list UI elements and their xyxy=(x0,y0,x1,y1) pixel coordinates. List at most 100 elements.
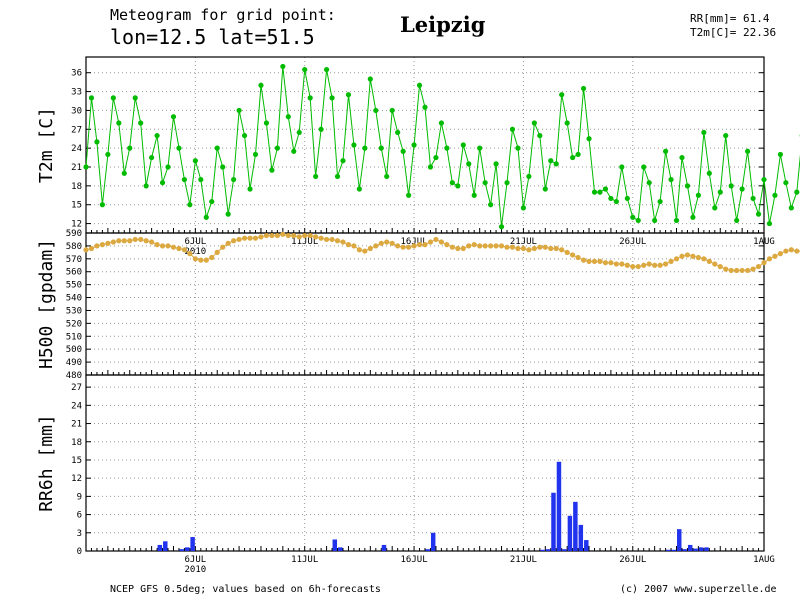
data-point xyxy=(416,82,423,88)
data-point xyxy=(356,247,362,253)
data-point xyxy=(788,205,794,211)
y-axis-label: T2m [C] xyxy=(36,107,57,183)
data-point xyxy=(318,235,324,241)
data-point xyxy=(132,236,138,243)
data-point xyxy=(395,243,401,249)
y-tick-label: 15 xyxy=(71,456,82,466)
y-tick-label: 590 xyxy=(66,229,82,239)
data-point xyxy=(744,148,751,154)
data-point xyxy=(695,254,701,261)
data-point xyxy=(269,232,275,239)
x-tick-label: 16JUL xyxy=(401,555,428,565)
y-tick-label: 36 xyxy=(71,69,82,79)
data-point xyxy=(198,257,204,263)
data-point xyxy=(570,154,576,161)
data-point xyxy=(143,183,149,189)
data-point xyxy=(192,158,198,164)
rr-summary: RR[mm]= 61.4 xyxy=(690,12,770,25)
data-point xyxy=(313,234,319,240)
data-point xyxy=(269,167,275,173)
series-line xyxy=(85,66,800,227)
data-point xyxy=(482,180,488,186)
data-point xyxy=(258,234,264,240)
data-point xyxy=(176,245,182,252)
data-point xyxy=(444,145,450,151)
data-point xyxy=(564,249,570,255)
data-point xyxy=(241,132,248,139)
data-point xyxy=(657,262,663,268)
data-point xyxy=(236,107,242,114)
data-point xyxy=(652,217,658,224)
data-point xyxy=(362,248,368,254)
data-point xyxy=(340,239,346,245)
data-point xyxy=(105,151,111,158)
data-point xyxy=(750,266,756,272)
data-point xyxy=(405,192,412,198)
footer-copyright: (c) 2007 www.superzelle.de xyxy=(620,584,777,595)
data-point xyxy=(252,235,259,241)
data-point xyxy=(351,142,357,148)
data-point xyxy=(586,258,592,264)
data-point xyxy=(591,189,598,195)
precip-bar xyxy=(381,544,387,551)
data-point xyxy=(559,92,565,98)
data-point xyxy=(307,95,313,101)
y-tick-label: 6 xyxy=(77,511,82,521)
data-point xyxy=(772,192,778,198)
data-point xyxy=(559,247,565,253)
data-point xyxy=(296,129,302,136)
data-point xyxy=(520,205,527,211)
x-tick-label: 21JUL xyxy=(510,555,537,565)
data-point xyxy=(712,205,718,211)
precip-bar xyxy=(184,547,190,551)
data-point xyxy=(187,202,193,208)
data-point xyxy=(553,245,559,252)
t2m-summary: T2m[C]= 22.36 xyxy=(690,26,777,39)
data-point xyxy=(471,192,477,198)
data-point xyxy=(657,198,663,205)
data-point xyxy=(170,244,177,250)
data-point xyxy=(263,120,270,126)
precip-bar xyxy=(666,549,671,551)
data-point xyxy=(635,263,641,270)
data-point xyxy=(498,224,505,230)
data-point xyxy=(619,164,625,170)
data-point xyxy=(94,243,100,249)
data-point xyxy=(340,158,346,164)
data-point xyxy=(88,95,95,101)
precip-bar xyxy=(578,524,584,551)
data-point xyxy=(258,82,264,88)
data-point xyxy=(526,247,532,253)
y-tick-label: 510 xyxy=(66,332,82,342)
precip-bar xyxy=(671,549,677,551)
data-point xyxy=(236,236,242,243)
data-point xyxy=(641,164,647,170)
data-point xyxy=(384,239,390,245)
data-point xyxy=(723,266,729,272)
precip-bar xyxy=(551,492,556,551)
data-point xyxy=(99,242,106,248)
data-point xyxy=(165,164,171,170)
data-point xyxy=(766,220,773,227)
data-point xyxy=(564,120,570,126)
data-point xyxy=(318,126,324,132)
data-point xyxy=(575,254,581,261)
precip-bar xyxy=(157,544,163,551)
data-point xyxy=(427,164,434,170)
data-point xyxy=(488,243,494,249)
data-point xyxy=(159,180,166,186)
data-point xyxy=(624,195,630,202)
data-point xyxy=(690,214,696,220)
data-point xyxy=(739,267,745,274)
data-point xyxy=(411,142,417,148)
data-point xyxy=(351,243,357,249)
data-point xyxy=(586,136,592,142)
data-point xyxy=(247,186,253,192)
data-point xyxy=(466,161,472,167)
data-point xyxy=(389,240,395,246)
precip-bar xyxy=(190,537,195,551)
data-point xyxy=(597,189,603,195)
data-point xyxy=(580,85,587,92)
